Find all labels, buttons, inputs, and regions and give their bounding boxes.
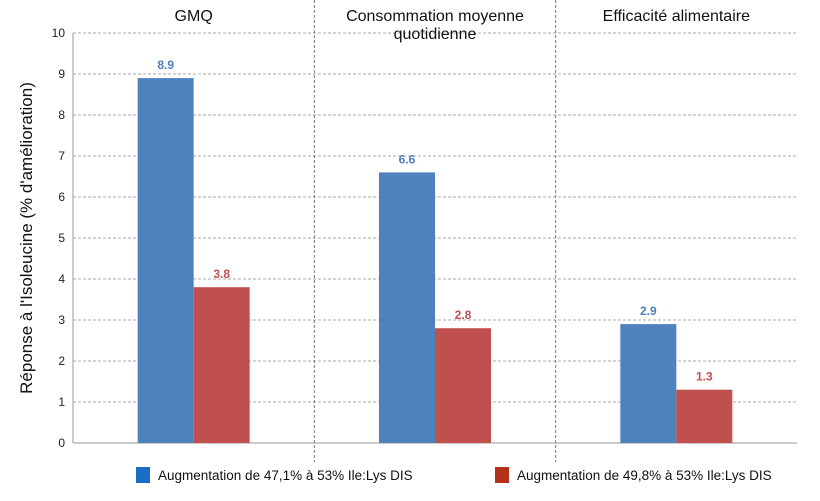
y-axis-label: Réponse à l'Isoleucine (% d'amélioration… [17, 82, 36, 394]
data-label: 2.9 [640, 304, 657, 318]
y-tick-label: 1 [58, 395, 65, 409]
data-label: 2.8 [455, 308, 472, 322]
y-tick-label: 10 [52, 26, 66, 40]
bar [137, 78, 194, 443]
data-label: 3.8 [213, 267, 230, 281]
bar [676, 389, 733, 443]
bar [620, 324, 677, 443]
data-label: 8.9 [157, 58, 174, 72]
bar [193, 287, 250, 443]
bar [435, 328, 491, 443]
bar [379, 172, 435, 443]
data-label: 1.3 [696, 370, 713, 384]
y-tick-label: 8 [58, 108, 65, 122]
y-tick-label: 5 [58, 231, 65, 245]
legend-label: Augmentation de 49,8% à 53% Ile:Lys DIS [517, 468, 772, 483]
legend-swatch [495, 467, 509, 483]
y-tick-label: 0 [58, 436, 65, 450]
y-tick-label: 9 [58, 67, 65, 81]
category-title: quotidienne [394, 26, 477, 43]
legend-label: Augmentation de 47,1% à 53% Ile:Lys DIS [158, 468, 413, 483]
data-label: 6.6 [399, 152, 416, 166]
category-title: Consommation moyenne [346, 8, 524, 25]
y-tick-label: 7 [58, 149, 65, 163]
category-title: Efficacité alimentaire [603, 8, 750, 25]
y-tick-label: 2 [58, 354, 65, 368]
y-tick-label: 3 [58, 313, 65, 327]
y-tick-label: 6 [58, 190, 65, 204]
y-tick-label: 4 [58, 272, 65, 286]
category-title: GMQ [175, 8, 213, 25]
legend-swatch [136, 467, 150, 483]
